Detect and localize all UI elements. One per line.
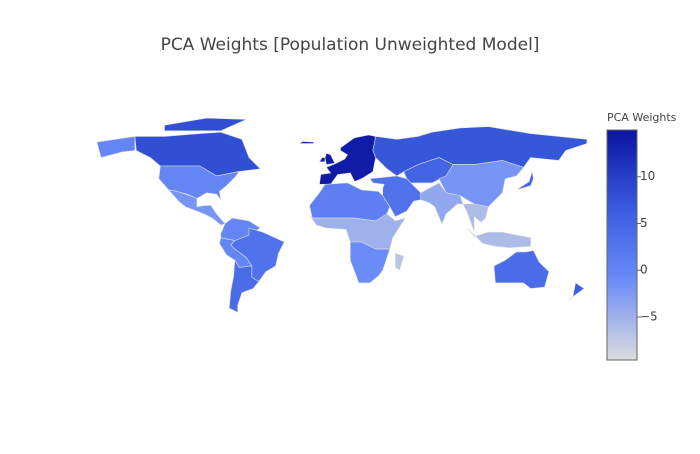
region <box>309 182 391 222</box>
region <box>96 136 136 158</box>
region <box>420 182 464 225</box>
region <box>568 282 585 301</box>
colorbar-title: PCA Weights <box>607 111 677 124</box>
region <box>319 134 377 185</box>
region <box>318 157 326 163</box>
region <box>466 227 531 249</box>
region <box>369 175 421 218</box>
region <box>298 141 314 144</box>
colorbar-tick-label: 5 <box>640 216 648 230</box>
colorbar <box>606 129 638 361</box>
region <box>324 152 336 165</box>
region <box>309 213 406 250</box>
colorbar-tick-label: −5 <box>640 309 658 323</box>
chart-title: PCA Weights [Population Unweighted Model… <box>161 35 540 55</box>
region <box>350 241 391 284</box>
region <box>493 250 550 289</box>
region <box>228 259 260 313</box>
region <box>167 189 226 226</box>
region <box>438 160 525 208</box>
region <box>516 171 534 191</box>
region <box>395 252 405 271</box>
region <box>462 203 489 233</box>
region <box>164 117 247 132</box>
colorbar-tick-label: 0 <box>640 263 648 277</box>
map <box>96 117 588 313</box>
colorbar-tick-label: 10 <box>640 169 655 183</box>
